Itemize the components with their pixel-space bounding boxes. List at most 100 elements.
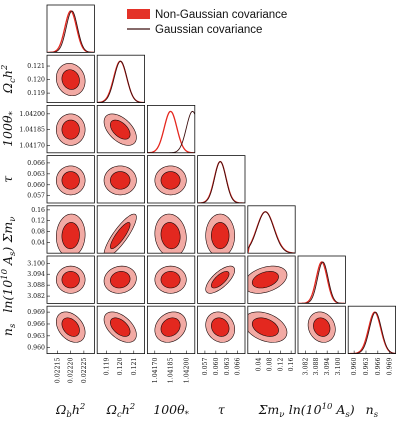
x-tick-label: 0.966	[375, 358, 382, 376]
x-tick-label: 0.066	[235, 358, 242, 376]
contour-68-1-0	[61, 69, 80, 90]
panel-frame	[197, 205, 246, 254]
panel-frame	[247, 305, 296, 355]
contour-68-4-1	[110, 222, 131, 250]
panel-6-6: 0.960 0.963 0.966 0.969	[347, 305, 397, 376]
x-tick-label: 3.082	[302, 358, 309, 376]
panel-4-3	[197, 205, 246, 254]
x-tick-label: 3.100	[335, 358, 342, 376]
contour-68-5-3	[211, 271, 230, 289]
panel-frame	[347, 305, 397, 355]
panel-5-3	[197, 255, 246, 304]
x-tick-label: 0.057	[202, 358, 209, 376]
x-tick-label: 0.16	[288, 358, 295, 372]
x-tick-label: 0.04	[256, 358, 263, 372]
marginal-g-2	[147, 110, 195, 153]
marginal-ng-5	[298, 261, 346, 304]
marginal-g-5	[298, 261, 346, 304]
contour-68-4-2	[160, 222, 181, 250]
contour-68-6-4	[251, 317, 279, 337]
axis-label-1: Ωc​h2​	[106, 402, 136, 420]
panel-3-0: 0.057 0.060 0.063 0.066	[27, 155, 95, 204]
x-tick-label: 0.063	[224, 358, 231, 376]
x-tick-label: 0.960	[351, 358, 358, 376]
marginal-g-4	[247, 211, 296, 254]
marginal-g-1	[97, 60, 145, 103]
y-tick-label: 3.100	[27, 260, 45, 267]
panel-frame	[297, 255, 346, 304]
panel-frame	[297, 305, 346, 355]
axis-label-1: Ωc​h2​	[0, 65, 18, 95]
contour-68-3-1	[110, 171, 131, 190]
panel-5-0: 3.082 3.088 3.094 3.100	[27, 255, 95, 304]
panel-frame	[46, 205, 95, 254]
panel-4-2	[146, 205, 196, 254]
contour-68-6-5	[313, 317, 331, 337]
contour-68-4-3	[211, 222, 230, 250]
contour-68-5-1	[110, 271, 131, 289]
panel-frame	[96, 305, 145, 355]
x-tick-label: 0.02215	[55, 358, 62, 384]
axis-label-6: ns​	[366, 402, 379, 420]
marginal-g-6	[348, 311, 396, 354]
y-tick-label: 0.121	[27, 63, 45, 70]
y-tick-label: 0.16	[31, 207, 45, 214]
contour-68-5-4	[251, 271, 279, 289]
x-tick-label: 1.04170	[152, 358, 159, 384]
panel-6-4: 0.04 0.08 0.12 0.16	[247, 305, 296, 372]
panel-frame	[146, 305, 196, 355]
panel-3-2	[146, 155, 196, 204]
contour-68-5-0	[61, 271, 80, 289]
panel-frame	[247, 255, 296, 304]
contour-68-6-1	[110, 317, 131, 337]
panel-frame	[146, 205, 196, 254]
axis-label-3: τ	[0, 175, 15, 183]
x-tick-label: 0.060	[213, 358, 220, 376]
y-tick-label: 0.119	[27, 90, 45, 97]
axis-label-2: 100θ*​	[0, 111, 18, 147]
panel-frame	[96, 205, 145, 254]
panel-2-2	[146, 105, 196, 154]
panel-frame	[197, 305, 246, 355]
y-tick-label: 0.060	[27, 182, 45, 189]
x-tick-label: 0.969	[387, 358, 394, 376]
y-tick-label: 0.12	[31, 218, 45, 225]
x-tick-label: 1.04200	[183, 358, 190, 384]
x-tick-label: 3.094	[324, 358, 331, 376]
contour-68-4-0	[61, 222, 80, 250]
panel-4-4	[247, 205, 296, 254]
panel-frame	[96, 255, 145, 304]
axis-label-5: ln(1010​ As​)	[0, 247, 18, 313]
y-tick-label: 0.057	[27, 193, 45, 200]
contour-68-6-2	[160, 317, 181, 337]
panel-frame	[46, 105, 95, 154]
legend: Non-Gaussian covariance Gaussian covaria…	[127, 9, 287, 36]
y-tick-label: 0.966	[27, 321, 45, 328]
contour-68-2-0	[61, 119, 80, 140]
panel-0-0	[46, 4, 95, 53]
panel-4-1	[96, 205, 145, 254]
panels: 0.119 0.120 0.121 1.04170 1.04185 1.04200 0.05…	[19, 4, 397, 384]
x-tick-label: 0.02225	[81, 358, 88, 384]
x-tick-label: 0.120	[117, 358, 124, 376]
panel-6-3: 0.057 0.060 0.063 0.066	[197, 305, 246, 376]
axis-label-4: Σmν​	[258, 402, 285, 420]
axis-label-2: 100θ*​	[153, 402, 189, 420]
x-tick-label: 0.08	[266, 358, 273, 372]
contour-68-5-2	[160, 271, 181, 289]
contour-68-3-2	[160, 171, 181, 190]
axis-label-4: Σmν​	[0, 217, 18, 244]
x-tick-label: 1.04185	[168, 358, 175, 384]
panel-frame	[96, 155, 145, 204]
x-tick-label: 0.963	[363, 358, 370, 376]
marginal-ng-0	[47, 10, 95, 53]
panel-2-1	[96, 105, 145, 154]
marginal-ng-1	[97, 60, 145, 103]
panel-2-0: 1.04170 1.04185 1.04200	[19, 105, 95, 154]
panel-frame	[146, 255, 196, 304]
panel-1-1	[96, 54, 145, 104]
panel-4-0: 0.04 0.08 0.12 0.16	[31, 205, 95, 254]
y-tick-label: 3.082	[27, 293, 45, 300]
